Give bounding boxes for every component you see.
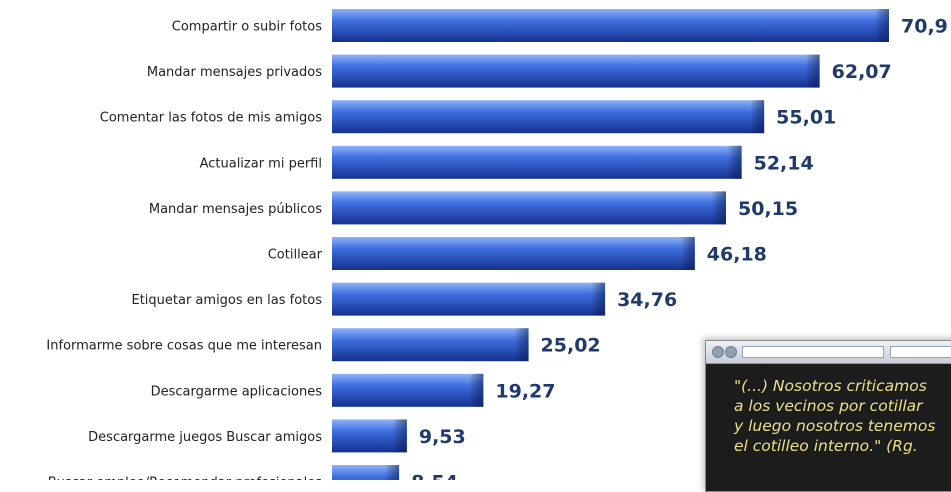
quote-popup-window: "(...) Nosotros criticamos a los vecinos… (705, 340, 951, 492)
value-label: 70,9 (901, 16, 948, 38)
category-label: Buscar empleo/Recomendar profesionales (48, 476, 323, 481)
value-label: 34,76 (617, 289, 677, 311)
category-label: Informarme sobre cosas que me interesan (46, 339, 322, 354)
popup-titlebar (706, 341, 951, 364)
value-label: 50,15 (738, 198, 798, 220)
back-icon[interactable] (712, 346, 724, 358)
category-label: Descargarme aplicaciones (151, 384, 323, 399)
bar-end-shade (514, 328, 529, 362)
quote-line: a los vecinos por cotillar (734, 397, 923, 415)
category-label: Compartir o subir fotos (172, 20, 322, 35)
bar-end-shade (591, 282, 606, 316)
category-label: Mandar mensajes privados (147, 65, 322, 80)
bar (332, 328, 529, 362)
bar-end-shade (805, 54, 820, 88)
bar-end-shade (680, 237, 695, 270)
bar (332, 145, 742, 179)
bar-end-shade (727, 145, 742, 179)
bar (332, 54, 820, 88)
value-label: 52,14 (754, 152, 814, 174)
bar (332, 237, 695, 270)
bar-end-shade (469, 373, 484, 407)
bar (332, 465, 400, 480)
bar (332, 9, 889, 42)
value-label: 8,54 (411, 472, 458, 481)
bar (332, 100, 765, 134)
bar (332, 282, 606, 316)
category-label: Cotillear (268, 248, 323, 263)
bar-end-shade (750, 100, 765, 134)
search-box[interactable] (890, 346, 951, 358)
bar (332, 191, 726, 225)
bar-chart: Compartir o subir fotos 70,9 Mandar mensaj… (46, 9, 948, 481)
quote-line: y luego nosotros tenemos (734, 417, 936, 435)
category-label: Mandar mensajes públicos (149, 202, 322, 217)
category-label: Etiquetar amigos en las fotos (131, 293, 322, 308)
quote-line: "(...) Nosotros criticamos (734, 377, 927, 395)
category-label: Descargarme juegos Buscar amigos (88, 430, 322, 445)
value-label: 55,01 (776, 107, 836, 129)
category-label: Comentar las fotos de mis amigos (100, 111, 322, 126)
value-label: 62,07 (832, 61, 892, 83)
bar-end-shade (385, 465, 400, 480)
value-label: 46,18 (707, 244, 767, 266)
quote-text: "(...) Nosotros criticamos a los vecinos… (706, 364, 951, 456)
forward-icon[interactable] (725, 346, 737, 358)
value-label: 25,02 (541, 335, 601, 357)
category-label: Actualizar mi perfil (200, 156, 322, 171)
address-bar[interactable] (742, 346, 884, 358)
value-label: 9,53 (419, 426, 466, 448)
value-label: 19,27 (495, 380, 555, 402)
bar-end-shade (875, 9, 889, 42)
bar-end-shade (392, 419, 407, 453)
bar-end-shade (711, 191, 726, 225)
bar (332, 373, 484, 407)
quote-line: el cotilleo interno." (Rg. (734, 437, 918, 455)
